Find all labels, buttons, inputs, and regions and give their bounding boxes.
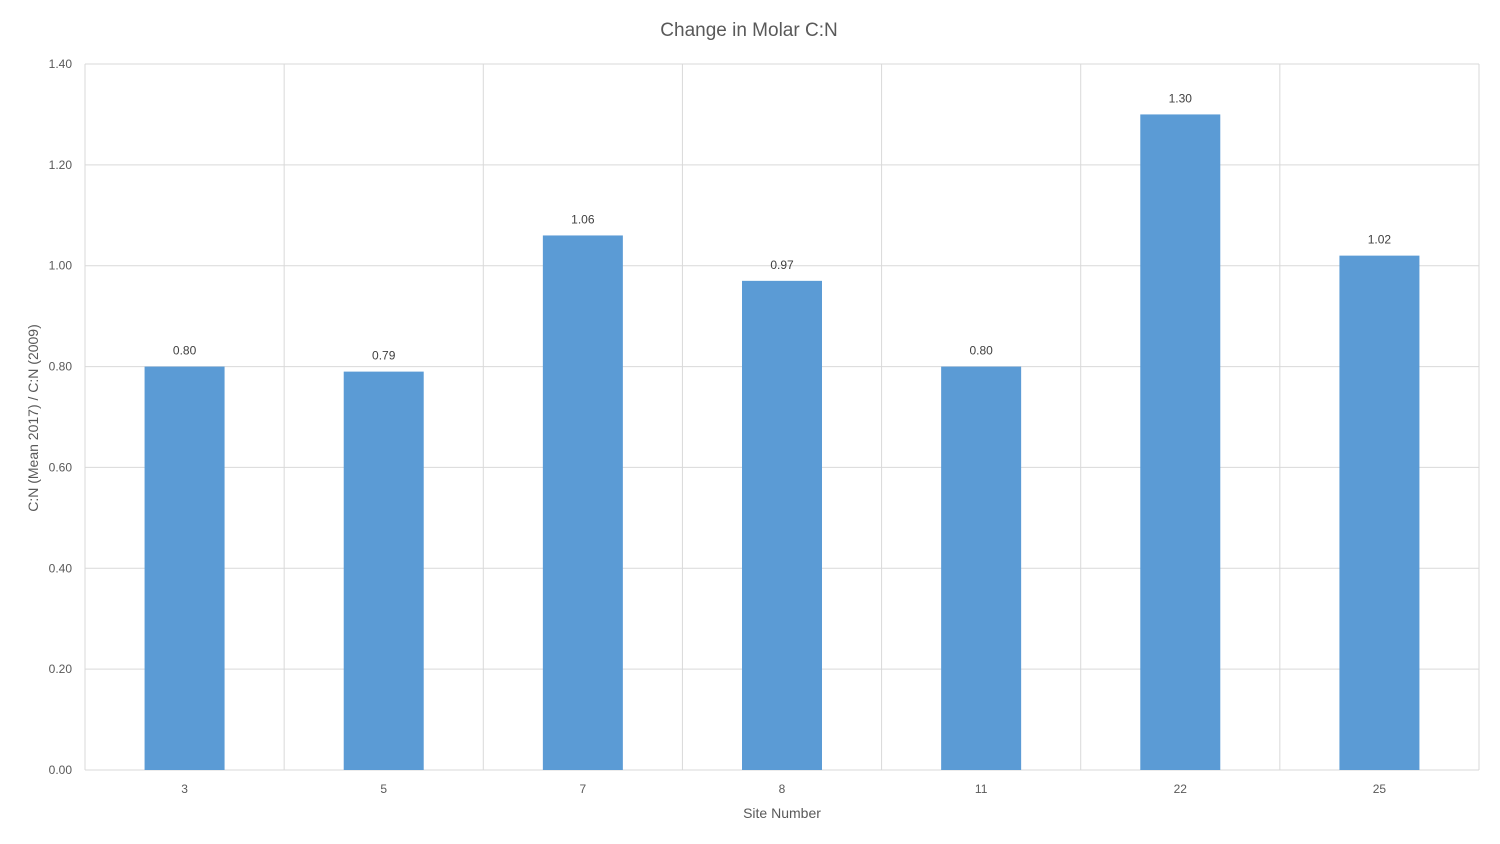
bar[interactable] — [941, 366, 1022, 770]
y-axis-label: C:N (Mean 2017) / C:N (2009) — [25, 324, 41, 512]
data-label: 1.02 — [1368, 233, 1392, 247]
data-label: 1.30 — [1169, 91, 1193, 105]
y-tick-label: 0.80 — [49, 360, 73, 374]
y-tick-label: 0.40 — [49, 561, 73, 575]
y-tick-label: 1.40 — [49, 57, 73, 71]
data-label: 0.80 — [173, 344, 197, 358]
y-tick-label: 1.00 — [49, 259, 73, 273]
bar[interactable] — [742, 280, 822, 770]
x-tick-label: 3 — [181, 782, 188, 796]
y-tick-label: 0.20 — [49, 662, 73, 676]
data-labels: 0.80 0.79 1.06 0.97 0.80 1.30 1.02 — [173, 91, 1392, 362]
x-axis-label: Site Number — [743, 805, 821, 821]
data-label: 0.79 — [372, 349, 396, 363]
data-label: 0.80 — [969, 344, 993, 358]
y-axis-ticks: 0.00 0.20 0.40 0.60 0.80 1.00 1.20 1.40 — [49, 57, 73, 777]
bar[interactable] — [542, 235, 623, 770]
bar[interactable] — [343, 371, 424, 770]
data-label: 0.97 — [770, 258, 794, 272]
bar[interactable] — [1339, 255, 1420, 771]
x-tick-label: 8 — [779, 782, 786, 796]
y-tick-label: 0.60 — [49, 460, 73, 474]
chart-title: Change in Molar C:N — [660, 20, 837, 41]
bar[interactable] — [144, 366, 225, 770]
x-tick-label: 5 — [380, 782, 387, 796]
y-tick-label: 0.00 — [49, 763, 73, 777]
bars — [144, 114, 1420, 771]
x-tick-label: 25 — [1373, 782, 1387, 796]
x-axis-ticks: 3 5 7 8 11 22 25 — [181, 782, 1386, 796]
x-tick-label: 22 — [1174, 782, 1188, 796]
data-label: 1.06 — [571, 212, 595, 226]
y-tick-label: 1.20 — [49, 158, 73, 172]
x-tick-label: 7 — [580, 782, 587, 796]
bar[interactable] — [1140, 114, 1221, 770]
x-tick-label: 11 — [975, 782, 988, 796]
